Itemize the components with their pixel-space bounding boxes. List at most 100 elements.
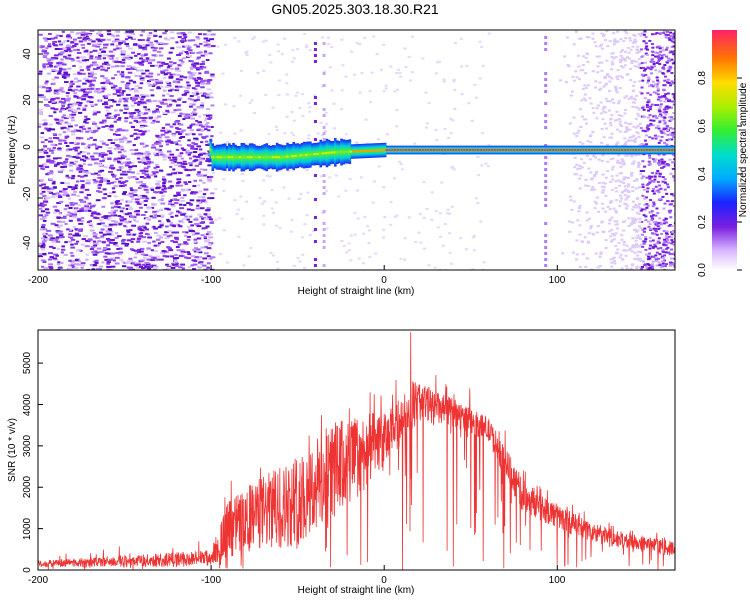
noise-cell [271, 254, 275, 257]
noise-cell [45, 57, 50, 60]
signal-core-cell [252, 156, 256, 159]
noise-cell [400, 168, 404, 171]
noise-cell [54, 76, 60, 79]
noise-cell [161, 175, 166, 178]
noise-cell [148, 116, 154, 119]
noise-cell [430, 191, 434, 194]
noise-cell [164, 30, 168, 33]
noise-cell [147, 110, 152, 113]
noise-cell [666, 238, 670, 241]
noise-cell [583, 93, 587, 96]
noise-cell [158, 258, 164, 261]
noise-cell [624, 254, 628, 257]
signal-core-cell [280, 156, 283, 159]
noise-cell [185, 152, 190, 155]
noise-cell [658, 264, 662, 267]
noise-cell [56, 163, 60, 166]
noise-cell [181, 221, 185, 224]
noise-cell [101, 66, 106, 69]
noise-cell [200, 92, 204, 95]
noise-cell [193, 143, 198, 146]
noise-cell [92, 235, 98, 238]
noise-cell [134, 109, 140, 112]
noise-cell [593, 173, 597, 176]
noise-cell [323, 70, 327, 73]
noise-cell [403, 237, 407, 240]
noise-cell [591, 37, 595, 40]
noise-cell [41, 259, 46, 262]
noise-cell [153, 34, 158, 37]
noise-cell [196, 225, 202, 228]
noise-cell [449, 117, 453, 120]
noise-cell [105, 43, 109, 46]
noise-cell [129, 248, 134, 251]
noise-cell [277, 79, 281, 82]
noise-cell [55, 97, 60, 100]
noise-cell [72, 163, 76, 166]
noise-cell [597, 104, 601, 107]
noise-cell [107, 258, 113, 261]
noise-cell [202, 193, 207, 196]
noise-cell [138, 75, 142, 78]
noise-cell [585, 211, 589, 214]
noise-cell [581, 115, 585, 118]
noise-cell [137, 227, 143, 230]
noise-cell [207, 30, 212, 33]
noise-cell [640, 220, 644, 223]
noise-cell [104, 125, 109, 128]
noise-cell [471, 236, 475, 239]
signal-core-cell [590, 149, 593, 151]
noise-cell [372, 35, 376, 38]
noise-cell [145, 265, 150, 268]
noise-cell [207, 45, 211, 48]
noise-cell [613, 262, 617, 265]
noise-cell [46, 159, 51, 162]
noise-cell [398, 160, 402, 163]
noise-cell [570, 90, 574, 93]
noise-cell [175, 41, 179, 44]
noise-cell [638, 122, 642, 125]
noise-cell [45, 87, 50, 90]
noise-cell [638, 66, 642, 69]
noise-cell [385, 133, 389, 136]
noise-cell [612, 207, 616, 210]
noise-cell [107, 128, 111, 131]
noise-cell [660, 131, 664, 134]
noise-cell [173, 202, 179, 205]
noise-cell [422, 217, 426, 220]
noise-cell [113, 158, 118, 161]
noise-cell [49, 161, 54, 164]
noise-cell [75, 146, 80, 149]
noise-cell [79, 249, 83, 252]
noise-cell [422, 180, 426, 183]
noise-cell [193, 218, 199, 221]
noise-cell [648, 136, 652, 139]
noise-cell [296, 256, 300, 259]
noise-cell [43, 235, 47, 238]
noise-cell [620, 158, 624, 161]
noise-cell [206, 33, 212, 36]
noise-cell [159, 145, 163, 148]
signal-core-cell [258, 156, 261, 159]
noise-cell [610, 63, 614, 66]
noise-cell [202, 227, 208, 230]
noise-cell [66, 116, 72, 119]
noise-cell [665, 55, 669, 58]
noise-cell [630, 60, 634, 63]
noise-cell [670, 82, 674, 85]
noise-cell [623, 220, 627, 223]
noise-cell [119, 146, 124, 149]
noise-cell [657, 57, 661, 60]
noise-cell [57, 194, 62, 197]
noise-cell [662, 165, 666, 168]
noise-cell [92, 252, 97, 255]
noise-cell [569, 199, 573, 202]
noise-cell [66, 37, 72, 40]
noise-cell [99, 231, 104, 234]
noise-cell [65, 158, 69, 161]
noise-cell [129, 135, 134, 138]
noise-cell [656, 242, 660, 245]
noise-cell [657, 257, 661, 260]
noise-cell [91, 158, 96, 161]
noise-cell [190, 145, 195, 148]
